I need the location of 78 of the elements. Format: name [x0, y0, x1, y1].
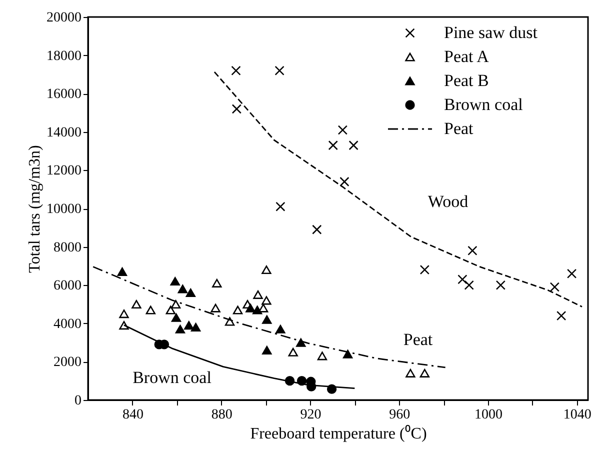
point: [258, 304, 268, 312]
point: [550, 282, 560, 292]
point: [262, 315, 272, 324]
point: [420, 264, 430, 275]
point: [468, 246, 478, 256]
point: [170, 300, 181, 309]
point: [132, 300, 142, 309]
y-tick-label: 14000: [46, 125, 82, 140]
point: [496, 280, 506, 290]
point: [190, 322, 201, 332]
point: [296, 338, 306, 347]
x-tick-label: 920: [300, 408, 322, 422]
point: [317, 352, 328, 360]
point: [117, 267, 128, 276]
y-tick-label: 0: [74, 394, 82, 408]
point: [184, 321, 194, 330]
point: [186, 288, 196, 298]
point: [276, 202, 286, 212]
y-tick-label: 10000: [46, 202, 82, 217]
point: [464, 280, 474, 290]
point: [210, 304, 220, 312]
point: [262, 296, 272, 305]
line-series: [214, 71, 583, 308]
point: [458, 274, 468, 284]
point: [166, 306, 176, 314]
legend-label: Pine saw dust: [444, 23, 538, 42]
point: [340, 176, 350, 187]
x-tick-label: 1000: [474, 408, 502, 422]
y-tick-label: 2000: [54, 355, 82, 370]
point: [406, 368, 416, 378]
point: [420, 368, 430, 378]
point: [328, 140, 338, 150]
point: [175, 324, 186, 334]
y-tick-label: 4000: [54, 316, 82, 332]
x-tick-label: 880: [211, 408, 232, 422]
point: [556, 310, 566, 321]
legend-label: Peat A: [444, 47, 490, 66]
legend-label: Peat B: [444, 71, 489, 90]
x-tick-label: 840: [122, 408, 144, 422]
y-tick-label: 20000: [46, 10, 82, 26]
point: [232, 306, 243, 314]
x-axis-title: Freeboard temperature (⁰C): [250, 424, 427, 442]
point: [566, 268, 577, 278]
point: [170, 276, 180, 286]
point: [231, 66, 241, 76]
point: [253, 290, 263, 299]
point: [274, 66, 284, 76]
point: [224, 317, 235, 326]
point: [338, 125, 348, 135]
point: [232, 104, 242, 114]
point: [348, 140, 358, 150]
legend-label: Peat: [444, 119, 474, 138]
x-tick-label: 960: [389, 408, 410, 422]
point: [312, 224, 322, 234]
annotation: Wood: [428, 192, 469, 211]
point: [276, 324, 286, 334]
point: [171, 313, 182, 322]
point: [246, 304, 256, 312]
annotation: Brown coal: [132, 368, 212, 387]
point: [212, 278, 222, 288]
point: [119, 310, 129, 318]
point: [252, 306, 262, 314]
annotation: Peat: [403, 330, 433, 349]
point: [262, 346, 272, 354]
y-axis-title: Total tars (mg/m3n): [26, 145, 44, 273]
y-tick-label: 16000: [46, 87, 82, 102]
point: [288, 348, 298, 356]
y-tick-label: 12000: [46, 164, 82, 179]
point: [146, 306, 156, 314]
y-tick-label: 18000: [46, 48, 82, 64]
x-tick-label: 1040: [563, 408, 592, 422]
point: [342, 350, 353, 358]
line-series: [92, 266, 446, 368]
legend-label: Brown coal: [444, 95, 524, 114]
y-tick-label: 6000: [54, 278, 82, 294]
y-tick-label: 8000: [54, 240, 82, 256]
point: [262, 266, 272, 274]
point: [178, 284, 188, 294]
